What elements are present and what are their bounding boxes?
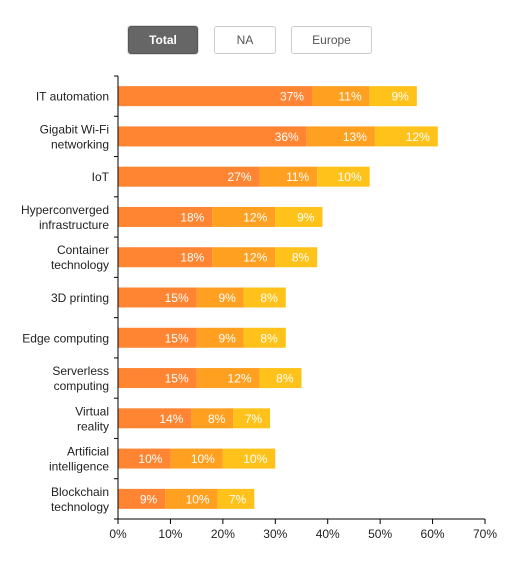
data-label: 10% [243, 452, 267, 466]
filter-tabs: Total NA Europe [0, 26, 532, 54]
bar-segment [118, 287, 197, 308]
category-label: reality [77, 419, 109, 433]
tab-total[interactable]: Total [128, 26, 198, 54]
bar-segment [212, 247, 276, 268]
data-label: 10% [138, 452, 162, 466]
data-label: 15% [165, 291, 189, 305]
category-label: Artificial [67, 445, 109, 459]
category-label: Gigabit Wi-Fi [40, 122, 109, 136]
bar-segment [369, 86, 417, 107]
category-label: infrastructure [39, 218, 109, 232]
data-label: 12% [243, 251, 267, 265]
bar-segment [118, 166, 260, 187]
tab-europe[interactable]: Europe [291, 26, 372, 54]
data-label: 8% [260, 331, 278, 345]
category-label: Blockchain [51, 485, 109, 499]
category-label: Serverless [52, 364, 109, 378]
category-label: intelligence [49, 460, 109, 474]
x-tick-label: 70% [473, 527, 497, 541]
bar-segment [222, 448, 276, 469]
category-label: computing [54, 379, 109, 393]
bar-segment [243, 287, 286, 308]
category-label: technology [51, 258, 109, 272]
bar-segment [196, 287, 244, 308]
bar-segment [165, 488, 218, 509]
data-label: 9% [391, 90, 409, 104]
bar-segment [118, 408, 192, 429]
category-label: 3D printing [51, 291, 109, 305]
data-label: 9% [218, 331, 236, 345]
data-label: 14% [159, 412, 183, 426]
data-label: 8% [260, 291, 278, 305]
category-label: Edge computing [22, 331, 109, 345]
bar-segment [118, 448, 171, 469]
x-tick-label: 40% [316, 527, 340, 541]
category-label: networking [51, 137, 109, 151]
data-label: 10% [186, 492, 210, 506]
data-label: 9% [218, 291, 236, 305]
bar-segment [118, 247, 213, 268]
data-label: 9% [140, 492, 158, 506]
bar-segment [311, 86, 370, 107]
bar-segment [317, 166, 370, 187]
category-label: Hyperconverged [21, 203, 109, 217]
bars-layer: 37% 11% 9% 36% 13% 12% 27% 11% 10% 18% 12% 9% 18% 12%… [118, 86, 438, 509]
data-label: 12% [228, 372, 252, 386]
bar-segment [217, 488, 255, 509]
category-label: technology [51, 500, 109, 514]
bar-segment [118, 126, 307, 147]
data-label: 10% [338, 170, 362, 184]
data-label: 12% [406, 130, 430, 144]
category-label: IoT [92, 170, 110, 184]
bar-segment [259, 166, 318, 187]
x-tick-label: 10% [158, 527, 182, 541]
bar-segment [170, 448, 223, 469]
bar-segment [118, 488, 166, 509]
x-tick-label: 50% [368, 527, 392, 541]
x-tick-label: 0% [109, 527, 127, 541]
tab-na[interactable]: NA [214, 26, 276, 54]
bar-segment [118, 368, 197, 389]
data-label: 8% [276, 372, 294, 386]
data-label: 11% [286, 170, 309, 184]
bar-segment [306, 126, 375, 147]
category-label: Virtual [75, 404, 109, 418]
data-label: 7% [245, 412, 263, 426]
bar-segment [212, 206, 276, 227]
x-tick-label: 60% [421, 527, 445, 541]
data-label: 13% [343, 130, 367, 144]
bar-segment [233, 408, 271, 429]
data-label: 18% [180, 210, 204, 224]
x-tick-label: 20% [211, 527, 235, 541]
bar-segment [196, 368, 260, 389]
data-label: 12% [243, 210, 267, 224]
bar-segment [118, 327, 197, 348]
data-label: 11% [339, 90, 362, 104]
data-label: 15% [165, 372, 189, 386]
data-label: 18% [180, 251, 204, 265]
bar-segment [243, 327, 286, 348]
data-label: 7% [229, 492, 247, 506]
bar-segment [275, 247, 318, 268]
data-label: 36% [275, 130, 299, 144]
data-label: 8% [292, 251, 310, 265]
category-label: IT automation [36, 90, 109, 104]
x-tick-label: 30% [263, 527, 287, 541]
data-label: 8% [208, 412, 226, 426]
category-label: Container [57, 243, 109, 257]
data-label: 27% [228, 170, 252, 184]
bar-segment [259, 368, 302, 389]
data-label: 10% [191, 452, 215, 466]
bar-segment [196, 327, 244, 348]
bar-segment [374, 126, 438, 147]
data-label: 37% [280, 90, 304, 104]
bar-segment [118, 86, 312, 107]
data-label: 15% [165, 331, 189, 345]
bar-segment [191, 408, 234, 429]
data-label: 9% [297, 210, 315, 224]
bar-segment [275, 206, 323, 227]
bar-segment [118, 206, 213, 227]
